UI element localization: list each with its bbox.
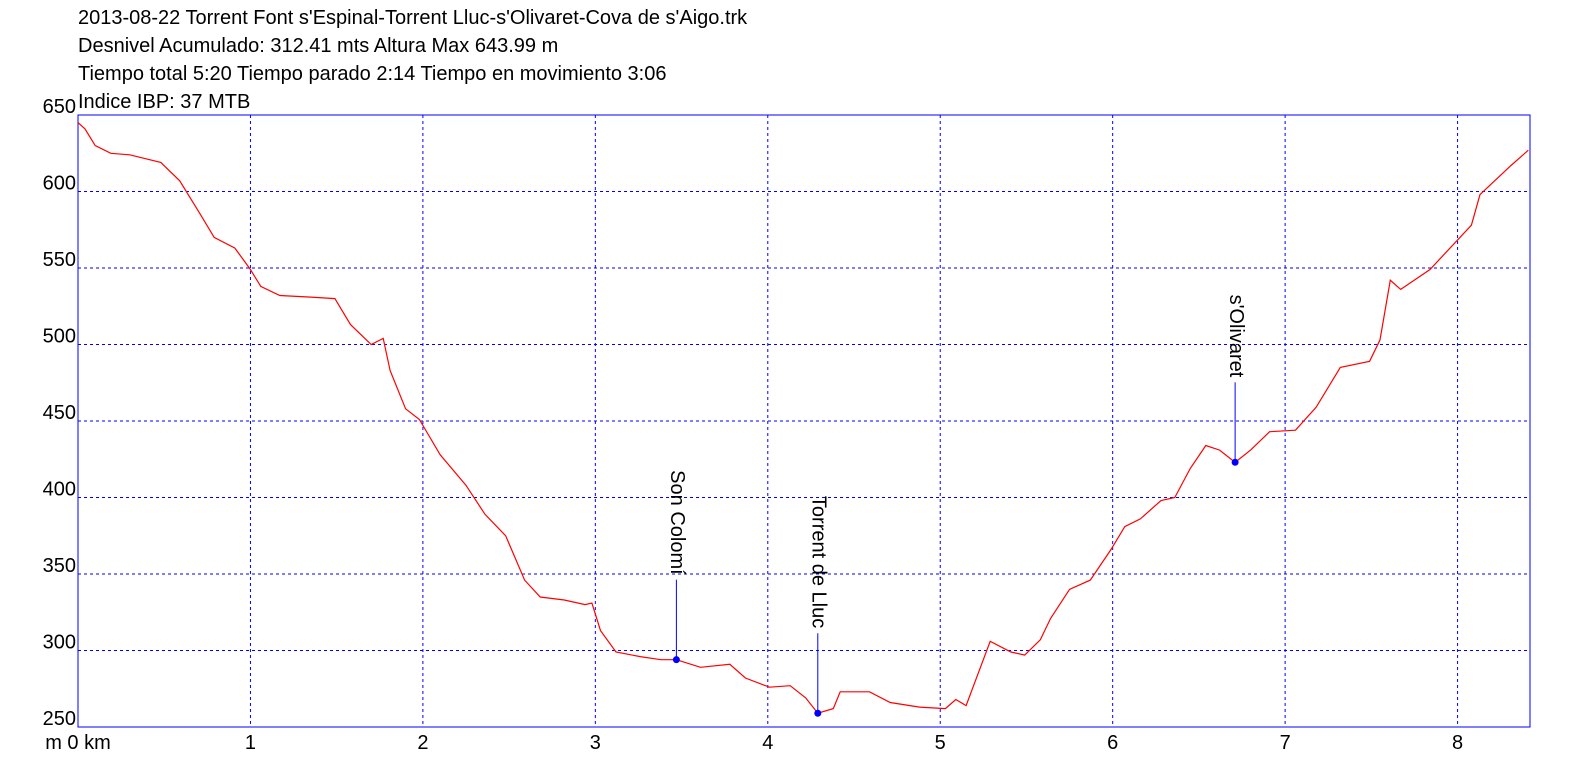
annotation-label: s'Olivaret xyxy=(1225,295,1247,378)
x-tick-label: 2 xyxy=(417,732,428,754)
x-tick-label: m 0 km xyxy=(45,732,111,754)
waypoint xyxy=(814,709,822,717)
y-tick-label: 550 xyxy=(43,249,76,271)
title-line: 2013-08-22 Torrent Font s'Espinal-Torren… xyxy=(78,7,748,29)
y-tick-label: 650 xyxy=(43,96,76,118)
y-tick-label: 500 xyxy=(43,326,76,348)
y-tick-label: 350 xyxy=(43,555,76,577)
x-tick-label: 4 xyxy=(762,732,773,754)
y-tick-label: 450 xyxy=(43,402,76,424)
y-tick-label: 250 xyxy=(43,708,76,730)
x-tick-label: 3 xyxy=(590,732,601,754)
annotation-label: Son Colomí xyxy=(666,470,688,575)
x-tick-label: 1 xyxy=(245,732,256,754)
title-line: Indice IBP: 37 MTB xyxy=(78,91,250,113)
x-tick-label: 6 xyxy=(1107,732,1118,754)
y-tick-label: 300 xyxy=(43,632,76,654)
x-tick-label: 7 xyxy=(1280,732,1291,754)
annotation-label: Torrent de Lluc xyxy=(808,496,830,628)
waypoint xyxy=(672,656,680,664)
elevation-line xyxy=(77,122,1529,714)
plot-frame xyxy=(77,114,1531,728)
x-tick-label: 5 xyxy=(935,732,946,754)
y-tick-label: 400 xyxy=(43,479,76,501)
waypoint xyxy=(1231,458,1239,466)
title-line: Tiempo total 5:20 Tiempo parado 2:14 Tie… xyxy=(78,63,667,85)
y-tick-label: 600 xyxy=(43,173,76,195)
title-line: Desnivel Acumulado: 312.41 mts Altura Ma… xyxy=(78,35,558,57)
x-tick-label: 8 xyxy=(1452,732,1463,754)
